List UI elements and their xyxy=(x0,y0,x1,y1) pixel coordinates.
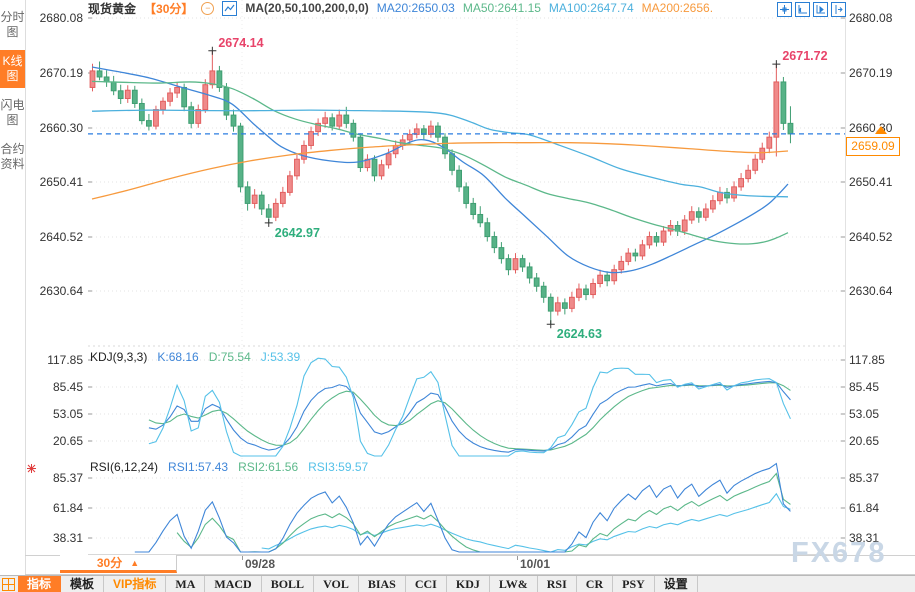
footer-tab-LW&[interactable]: LW& xyxy=(490,576,538,592)
kdj-j-value: J:53.39 xyxy=(260,350,301,364)
rsi-axis-label: 38.31 xyxy=(52,531,83,545)
rsi-axis-label: 85.37 xyxy=(849,471,880,485)
footer-tab-PSY[interactable]: PSY xyxy=(613,576,655,592)
ma50-value: MA50:2641.15 xyxy=(462,1,541,15)
sidebar-item-分时图[interactable]: 分时图 xyxy=(0,10,25,39)
footer-tab-CCI[interactable]: CCI xyxy=(406,576,447,592)
rsi-title: RSI(6,12,24) xyxy=(90,460,159,474)
period-tag: 【30分】 xyxy=(144,1,194,16)
kdj-title: KDJ(9,3,3) xyxy=(90,350,148,364)
chart-line-icon xyxy=(222,0,238,16)
rsi-axis-label: 61.84 xyxy=(52,501,83,515)
footer-tab-MACD[interactable]: MACD xyxy=(205,576,262,592)
footer-tab-VOL[interactable]: VOL xyxy=(314,576,359,592)
period-selector-button[interactable]: 30分 ▲ xyxy=(60,555,177,573)
axis-compress-icon[interactable] xyxy=(795,2,810,17)
chart-toolbar xyxy=(777,2,846,17)
date-label: 09/28 xyxy=(245,557,276,571)
sidebar-item-合约资料[interactable]: 合约资料 xyxy=(0,142,25,171)
ma20-value: MA20:2650.03 xyxy=(376,1,455,15)
rsi-axis-label: 38.31 xyxy=(849,531,880,545)
footer-tab-RSI[interactable]: RSI xyxy=(538,576,577,592)
price-axis-label: 2670.19 xyxy=(849,66,893,80)
date-label: 10/01 xyxy=(520,557,551,571)
kdj-axis-label: 85.45 xyxy=(52,380,83,394)
kdj-axis-label: 85.45 xyxy=(849,380,880,394)
axis-play-icon[interactable] xyxy=(813,2,828,17)
price-axis-label: 2680.08 xyxy=(849,11,893,25)
rsi-header: RSI(6,12,24) RSI1:57.43 RSI2:61.56 RSI3:… xyxy=(90,460,368,474)
price-axis-label: 2650.41 xyxy=(39,175,83,189)
price-axis-label: 2640.52 xyxy=(849,230,893,244)
price-axis-label: 2630.64 xyxy=(39,284,83,298)
date-tick xyxy=(517,556,518,560)
rsi-axis-label: 85.37 xyxy=(52,471,83,485)
chevron-up-icon: ▲ xyxy=(130,557,140,568)
footer-tab-BOLL[interactable]: BOLL xyxy=(262,576,315,592)
period-label: 30分 xyxy=(96,556,123,570)
svg-text:2674.14: 2674.14 xyxy=(218,36,263,50)
symbol-name: 现货黄金 xyxy=(88,1,137,16)
kdj-header: KDJ(9,3,3) K:68.16 D:75.54 J:53.39 xyxy=(90,350,300,364)
kdj-axis-label: 20.65 xyxy=(849,434,880,448)
panel-resize-icon[interactable] xyxy=(27,462,36,476)
price-axis-label: 2650.41 xyxy=(849,175,893,189)
price-axis-label: 2630.64 xyxy=(849,284,893,298)
kdj-axis-label: 53.05 xyxy=(52,407,83,421)
exit-right-icon[interactable] xyxy=(831,2,846,17)
rsi2-value: RSI2:61.56 xyxy=(238,460,299,474)
crosshair-icon[interactable] xyxy=(777,2,792,17)
price-axis-label: 2660.30 xyxy=(39,121,83,135)
svg-text:2624.63: 2624.63 xyxy=(557,327,602,341)
sidebar-item-闪电图[interactable]: 闪电图 xyxy=(0,98,25,127)
rsi3-value: RSI3:59.57 xyxy=(308,460,369,474)
plot-right-border xyxy=(845,14,846,555)
ma200-value: MA200:2656. xyxy=(641,1,714,15)
indicator-grid-icon[interactable] xyxy=(2,578,15,591)
footer-tab-CR[interactable]: CR xyxy=(577,576,614,592)
kdj-panel[interactable] xyxy=(88,348,845,458)
kdj-axis-label: 53.05 xyxy=(849,407,880,421)
footer-tab-设置[interactable]: 设置 xyxy=(655,576,698,592)
svg-text:2642.97: 2642.97 xyxy=(275,226,320,240)
chart-header: 现货黄金 【30分】 − MA(20,50,100,200,0,0) MA20:… xyxy=(88,0,714,16)
date-tick xyxy=(242,556,243,560)
footer-tab-BIAS[interactable]: BIAS xyxy=(359,576,406,592)
kdj-d-value: D:75.54 xyxy=(208,350,251,364)
kdj-axis-label: 20.65 xyxy=(52,434,83,448)
time-axis: 09/28 10/01 xyxy=(25,555,915,575)
price-up-arrow-icon xyxy=(875,126,887,134)
footer-tab-指标[interactable]: 指标 xyxy=(18,576,62,592)
svg-text:2671.72: 2671.72 xyxy=(782,49,827,63)
rsi-axis-label: 61.84 xyxy=(849,501,880,515)
ma100-value: MA100:2647.74 xyxy=(548,1,634,15)
rsi1-value: RSI1:57.43 xyxy=(168,460,229,474)
price-axis-label: 2670.19 xyxy=(39,66,83,80)
footer-tab-VIP指标[interactable]: VIP指标 xyxy=(104,576,167,592)
kdj-k-value: K:68.16 xyxy=(157,350,199,364)
sidebar-item-K线图[interactable]: K线图 xyxy=(0,50,25,88)
rsi-panel[interactable] xyxy=(88,458,845,555)
price-axis-label: 2680.08 xyxy=(39,11,83,25)
current-price-tag: 2659.09 xyxy=(846,137,900,156)
indicator-tab-bar: 指标 模板 VIP指标 MA MACD BOLL VOL BIAS CCI KDJ LW& RSI CR… xyxy=(0,575,915,592)
footer-tab-模板[interactable]: 模板 xyxy=(61,576,105,592)
footer-tab-MA[interactable]: MA xyxy=(166,576,206,592)
collapse-icon[interactable]: − xyxy=(201,1,215,15)
kdj-axis-label: 117.85 xyxy=(47,353,83,367)
kdj-axis-label: 117.85 xyxy=(849,353,885,367)
price-axis-label: 2640.52 xyxy=(39,230,83,244)
footer-tab-KDJ[interactable]: KDJ xyxy=(447,576,490,592)
main-candlestick-panel[interactable]: 2674.14 2642.97 2624.63 2671.72 xyxy=(88,0,845,348)
left-sidebar: 分时图 K线图闪电图合约资料 xyxy=(0,0,26,575)
ma-formula: MA(20,50,100,200,0,0) xyxy=(245,1,369,15)
